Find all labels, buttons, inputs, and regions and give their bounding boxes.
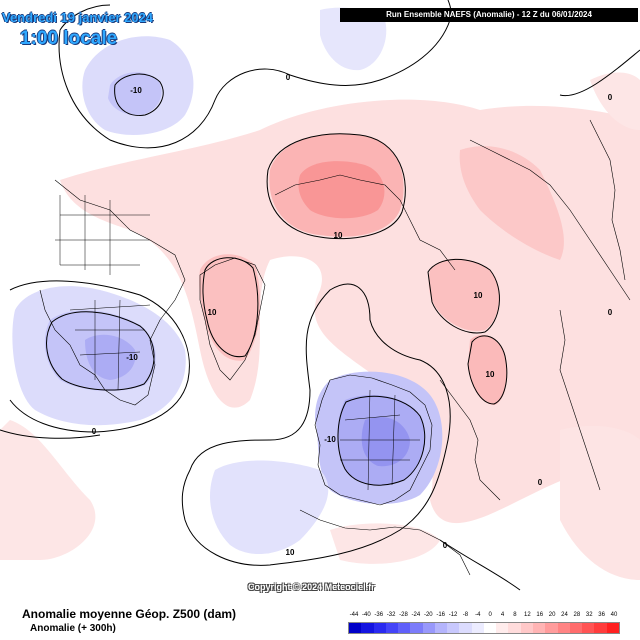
legend-swatch	[508, 623, 521, 633]
legend-swatch	[410, 623, 423, 633]
legend-label: 4	[500, 612, 505, 618]
contour-label: -10	[130, 86, 142, 95]
contour-label: -10	[126, 353, 138, 362]
legend-label: 20	[548, 612, 556, 618]
legend-swatch	[483, 623, 497, 633]
legend-swatch	[569, 623, 583, 633]
legend-label: 8	[513, 612, 517, 618]
legend-swatch	[532, 623, 546, 633]
legend-label: 36	[598, 612, 605, 618]
legend-swatch	[398, 623, 411, 633]
coastlines	[39, 119, 631, 576]
copyright-notice: Copyright © 2024 Meteociel.fr	[248, 582, 375, 592]
admin-boundaries	[55, 195, 420, 491]
run-info-banner: Run Ensemble NAEFS (Anomalie) - 12 Z du …	[340, 8, 638, 22]
legend-color-bar	[348, 622, 620, 634]
legend-swatch	[471, 623, 484, 633]
legend-label: -20	[423, 612, 433, 618]
contour-label: 10	[208, 308, 217, 317]
legend-swatch	[459, 623, 472, 633]
legend-swatch	[606, 623, 619, 633]
legend-label: -24	[411, 612, 421, 618]
contour-label: 10	[286, 548, 295, 557]
forecast-date: Vendredi 19 janvier 2024	[2, 10, 154, 25]
legend-label: 40	[610, 612, 618, 618]
map-title: Anomalie moyenne Géop. Z500 (dam)	[22, 607, 237, 621]
legend-label: -36	[374, 612, 384, 618]
legend-swatch	[361, 623, 374, 633]
contour-label: 10	[334, 231, 343, 240]
legend-label: -44	[349, 612, 359, 618]
contour-label: 10	[486, 370, 495, 379]
legend-label: 24	[561, 612, 568, 618]
contour-label: 0	[608, 308, 613, 317]
contour-label: 0	[92, 427, 97, 436]
contour-label: -10	[324, 435, 336, 444]
zero-contours	[0, 0, 640, 591]
forecast-time: 1:00 locale	[20, 28, 118, 49]
contour-label: 0	[286, 73, 291, 82]
legend-label: -40	[362, 612, 371, 618]
legend-label: -32	[386, 612, 396, 618]
legend-swatch	[349, 623, 362, 633]
legend-swatch	[496, 623, 509, 633]
contour-labels: -10 0 10 0 10 -10 0 -10 10 10 0 0 0 10	[92, 73, 613, 557]
map-subtitle: Anomalie (+ 300h)	[30, 623, 116, 634]
positive-anomaly-areas	[0, 72, 640, 580]
legend-label: 0	[488, 612, 492, 618]
contour-label: 0	[443, 541, 448, 550]
legend-label: -28	[399, 612, 408, 618]
legend-labels: -44 -40 -36 -32 -28 -24 -20 -16 -12 -8 -4 0 4 8 12 16 20…	[348, 612, 620, 622]
legend-label: 16	[536, 612, 544, 618]
legend-swatch	[557, 623, 570, 633]
contour-label: 0	[608, 93, 613, 102]
legend-label: 12	[523, 612, 531, 618]
legend-label: 28	[573, 612, 581, 618]
legend-label: -4	[475, 612, 481, 618]
contour-label: 0	[538, 478, 543, 487]
legend-swatch	[582, 623, 595, 633]
legend-swatch	[447, 623, 460, 633]
legend-label: -12	[448, 612, 458, 618]
legend-label: -16	[436, 612, 445, 618]
legend-swatch	[545, 623, 558, 633]
legend-label: -8	[462, 612, 469, 618]
legend-label: 32	[585, 612, 593, 618]
legend-swatch	[385, 623, 399, 633]
color-legend: -44 -40 -36 -32 -28 -24 -20 -16 -12 -8 -4 0 4 8 12 16 20…	[348, 612, 620, 636]
legend-swatch	[373, 623, 386, 633]
legend-swatch	[594, 623, 607, 633]
legend-swatch	[434, 623, 448, 633]
legend-swatch	[520, 623, 533, 633]
legend-swatch	[422, 623, 435, 633]
contour-label: 10	[474, 291, 483, 300]
